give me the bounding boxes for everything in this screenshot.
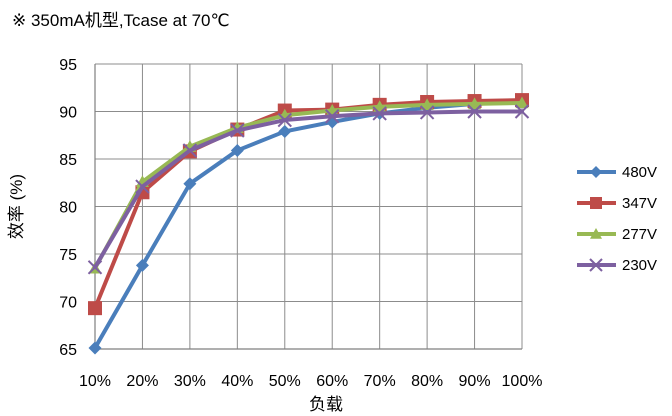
data-point-x bbox=[87, 260, 103, 275]
data-point-triangle bbox=[468, 97, 482, 110]
legend-item-480V: 480V bbox=[577, 164, 657, 181]
data-point-diamond bbox=[135, 258, 149, 272]
data-point-square bbox=[590, 197, 602, 209]
legend-label: 230V bbox=[622, 257, 657, 274]
data-point-diamond bbox=[183, 177, 197, 191]
data-point-x bbox=[372, 106, 387, 121]
data-point-diamond bbox=[88, 341, 102, 355]
data-point-x bbox=[277, 112, 292, 128]
x-tick-label: 50% bbox=[269, 373, 301, 390]
x-tick-label: 40% bbox=[221, 373, 253, 390]
y-tick-label: 65 bbox=[59, 342, 77, 359]
legend-label: 347V bbox=[622, 195, 657, 212]
data-point-square bbox=[88, 301, 102, 316]
y-tick-label: 80 bbox=[59, 200, 77, 217]
data-point-x-stroke bbox=[514, 104, 530, 119]
data-point-triangle bbox=[420, 98, 434, 111]
data-point-x bbox=[589, 258, 603, 272]
legend-item-230V: 230V bbox=[577, 257, 657, 274]
x-tick-label: 10% bbox=[79, 373, 111, 390]
x-tick-label: 30% bbox=[174, 373, 206, 390]
series-line bbox=[93, 109, 524, 270]
data-point-x bbox=[135, 179, 150, 194]
data-point-x bbox=[325, 109, 340, 124]
x-axis-title: 负载 bbox=[309, 395, 343, 414]
x-tick-label: 90% bbox=[459, 373, 491, 390]
series-230V bbox=[87, 104, 530, 275]
data-point-x bbox=[514, 104, 530, 119]
data-point-x bbox=[467, 104, 482, 119]
x-tick-label: 60% bbox=[316, 373, 348, 390]
legend-label: 480V bbox=[622, 164, 657, 181]
data-point-x-stroke bbox=[589, 258, 603, 272]
y-axis-title: 效率 (%) bbox=[7, 174, 26, 239]
data-point-x-stroke bbox=[419, 105, 435, 120]
data-point-triangle bbox=[590, 228, 602, 239]
chart-title: ※ 350mA机型,Tcase at 70℃ bbox=[12, 11, 230, 30]
data-point-x-stroke bbox=[230, 123, 245, 138]
series-line bbox=[93, 100, 524, 351]
data-point-triangle bbox=[515, 96, 529, 109]
legend-item-277V: 277V bbox=[577, 226, 657, 243]
y-tick-label: 90 bbox=[59, 105, 77, 122]
data-point-x-stroke bbox=[325, 109, 340, 124]
data-point-diamond bbox=[278, 124, 292, 138]
x-tick-label: 100% bbox=[502, 373, 543, 390]
data-point-x-stroke bbox=[467, 104, 482, 119]
series-line bbox=[93, 98, 524, 311]
x-tick-label: 20% bbox=[126, 373, 158, 390]
data-point-x-stroke bbox=[372, 106, 387, 121]
y-tick-label: 85 bbox=[59, 152, 77, 169]
data-point-x-stroke bbox=[135, 179, 150, 194]
y-tick-label: 95 bbox=[59, 57, 77, 74]
legend-item-347V: 347V bbox=[577, 195, 657, 212]
legend-label: 277V bbox=[622, 226, 657, 243]
series-480V bbox=[88, 95, 529, 355]
data-point-x-stroke bbox=[182, 143, 198, 158]
data-point-x bbox=[230, 123, 245, 138]
y-tick-label: 70 bbox=[59, 295, 77, 312]
x-tick-label: 70% bbox=[364, 373, 396, 390]
x-tick-label: 80% bbox=[411, 373, 443, 390]
data-point-diamond bbox=[230, 143, 244, 157]
data-point-x-stroke bbox=[277, 112, 292, 128]
y-tick-label: 75 bbox=[59, 247, 77, 264]
legend: 480V 347V 277V 230V bbox=[577, 164, 657, 274]
data-point-diamond bbox=[590, 166, 602, 178]
data-point-x-stroke bbox=[87, 260, 103, 275]
data-point-x bbox=[182, 143, 198, 158]
data-point-x bbox=[419, 105, 435, 120]
series-line bbox=[93, 100, 524, 271]
